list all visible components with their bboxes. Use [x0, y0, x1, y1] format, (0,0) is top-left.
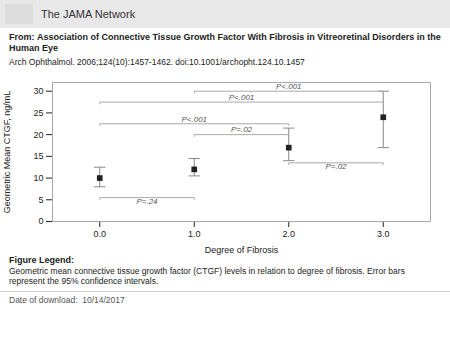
html-text:Figure Legend:: Figure Legend:	[9, 255, 74, 265]
svg-text:0.0: 0.0	[93, 229, 106, 239]
svg-text:Geometric Mean CTGF, ng/mL: Geometric Mean CTGF, ng/mL	[2, 91, 12, 214]
svg-text:Degree of Fibrosis: Degree of Fibrosis	[205, 245, 279, 255]
svg-text:P=.02: P=.02	[231, 125, 253, 134]
svg-text:30: 30	[33, 86, 43, 96]
html-text:From: Association of Connectiv: From: Association of Connective Tissue G…	[9, 32, 441, 53]
svg-text:1.0: 1.0	[188, 229, 201, 239]
svg-text:P=.02: P=.02	[325, 162, 347, 171]
html-text:The JAMA Network: The JAMA Network	[41, 8, 136, 20]
html-text:Arch Ophthalmol. 2006;124(10):: Arch Ophthalmol. 2006;124(10):1457-1462.…	[9, 57, 305, 67]
html-text:Geometric mean connective tiss: Geometric mean connective tissue growth …	[9, 265, 405, 286]
svg-text:3.0: 3.0	[377, 229, 390, 239]
svg-text:5: 5	[38, 195, 43, 205]
svg-text:2.0: 2.0	[282, 229, 295, 239]
svg-text:P<.001: P<.001	[276, 82, 302, 91]
svg-text:P=.24: P=.24	[136, 197, 158, 206]
svg-text:P<.001: P<.001	[229, 93, 255, 102]
svg-text:20: 20	[33, 130, 43, 140]
svg-text:15: 15	[33, 151, 43, 161]
svg-text:25: 25	[33, 108, 43, 118]
svg-text:10: 10	[33, 173, 43, 183]
svg-text:0: 0	[38, 216, 43, 226]
html-text:Date of download: 10/14/2017: Date of download: 10/14/2017	[9, 294, 125, 305]
svg-text:P<.001: P<.001	[181, 115, 207, 124]
